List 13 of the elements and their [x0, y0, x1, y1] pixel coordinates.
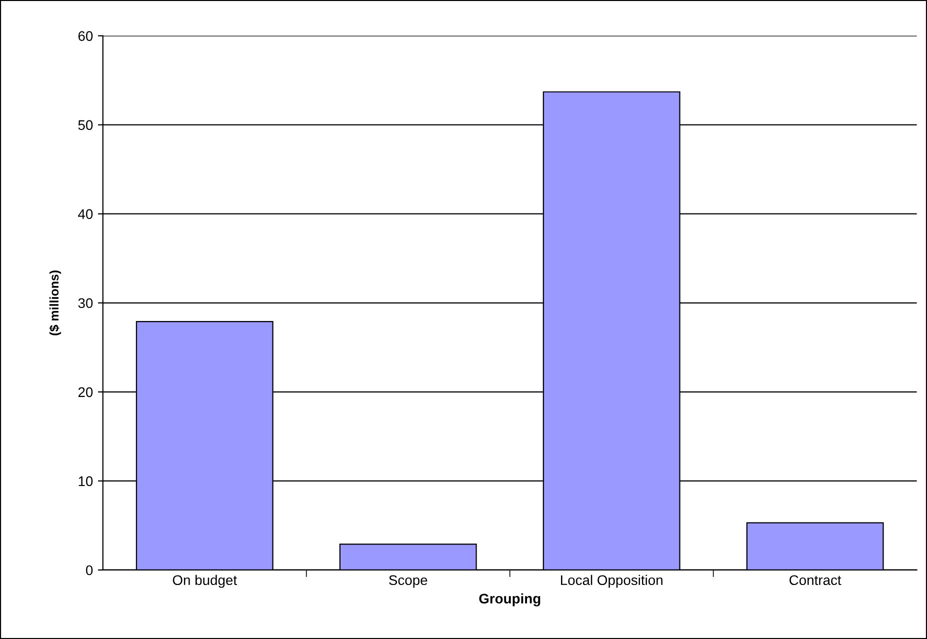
y-tick-label: 40 [78, 209, 93, 220]
y-tick-label: 60 [78, 31, 93, 41]
x-axis-title: Grouping [479, 593, 540, 606]
y-tick-label: 10 [78, 476, 93, 486]
y-tick-label: 30 [78, 298, 93, 308]
y-tick-label: 20 [78, 387, 93, 398]
y-tick-label: 50 [78, 120, 93, 130]
x-tick-label: On budget [172, 574, 237, 588]
x-tick-label: Scope [389, 575, 428, 588]
x-tick-label: Local Opposition [561, 574, 662, 588]
x-tick-label: Contract [790, 575, 842, 586]
y-tick-label: 0 [86, 565, 93, 576]
y-axis-title: ($ millions) [49, 270, 62, 336]
